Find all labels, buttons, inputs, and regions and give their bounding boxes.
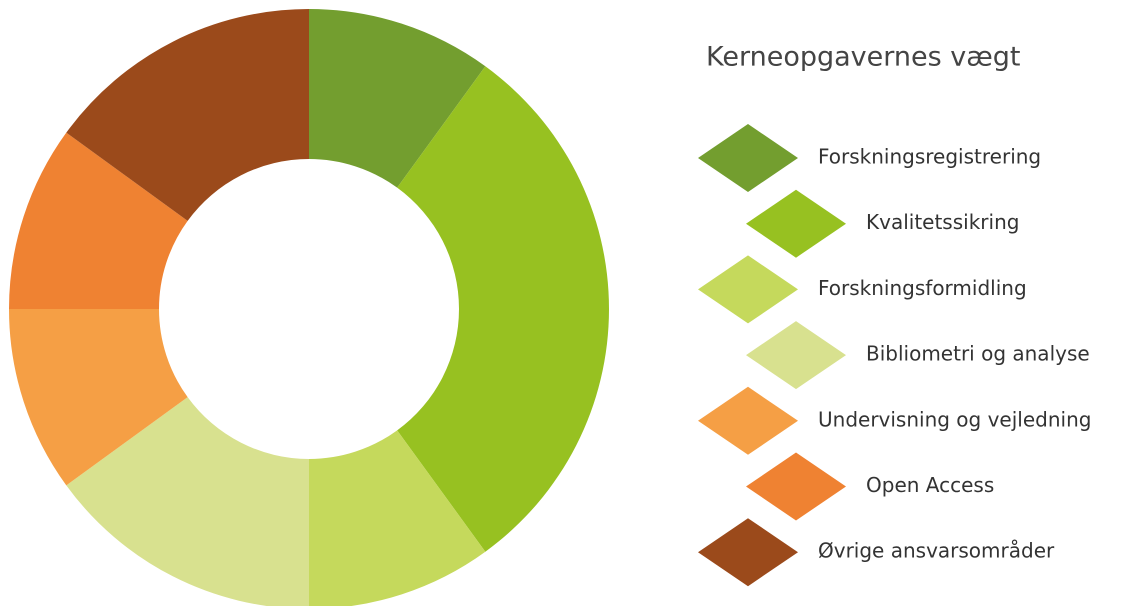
legend-label: Øvrige ansvarsområder: [818, 539, 1055, 563]
legend-label: Forskningsregistrering: [818, 145, 1041, 169]
legend-swatch: [746, 189, 846, 258]
donut-slice: [397, 66, 609, 552]
donut-slice: [309, 430, 486, 606]
legend-label: Forskningsformidling: [818, 276, 1027, 300]
legend-label: Kvalitetssikring: [866, 210, 1019, 234]
legend-swatch: [698, 386, 798, 455]
donut-slice: [309, 9, 486, 188]
legend-swatch: [746, 452, 846, 521]
legend-swatch: [698, 124, 798, 192]
legend-swatch: [698, 255, 798, 324]
legend-label: Bibliometri og analyse: [866, 342, 1090, 366]
legend-label: Open Access: [866, 473, 994, 497]
donut-slice: [9, 309, 188, 486]
chart-title: Kerneopgavernes vægt: [706, 42, 1020, 73]
donut-slice: [66, 9, 310, 221]
legend-swatch: [746, 321, 846, 390]
donut-slice: [66, 397, 309, 606]
donut-slice: [9, 132, 188, 309]
legend-swatch: [698, 518, 798, 587]
legend-label: Undervisning og vejledning: [818, 407, 1091, 431]
